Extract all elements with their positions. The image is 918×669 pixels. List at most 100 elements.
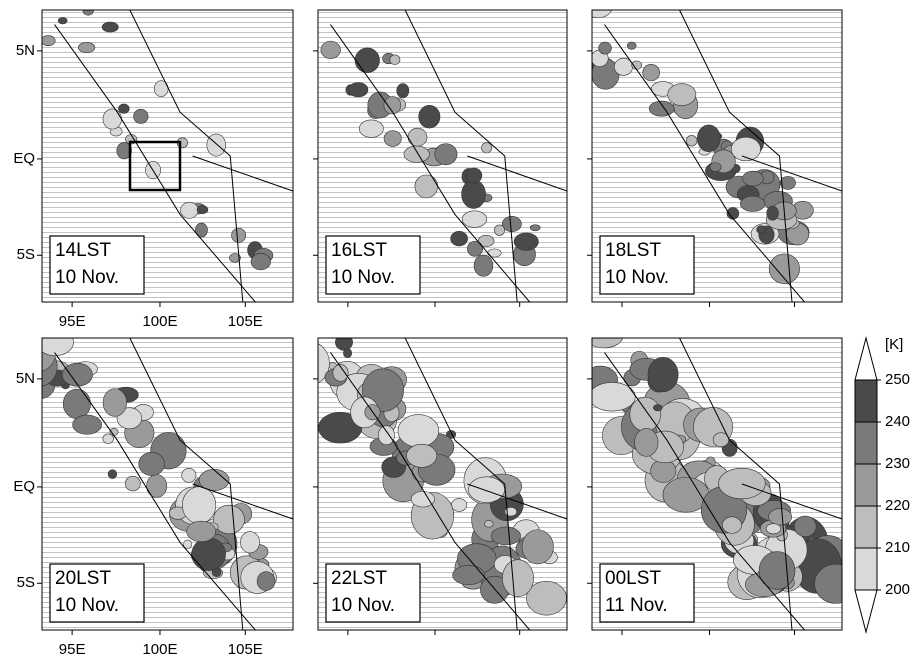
x-tick-label: 105E xyxy=(228,641,263,658)
colorbar-extend-bottom xyxy=(855,590,877,632)
cloud xyxy=(686,135,697,146)
cloud xyxy=(384,131,401,147)
colorbar-band xyxy=(855,506,877,548)
colorbar-band xyxy=(855,464,877,506)
cloud xyxy=(63,389,90,419)
cloud xyxy=(304,4,314,10)
x-tick-label: 100E xyxy=(142,641,177,658)
cloud xyxy=(41,36,55,46)
cloud xyxy=(462,180,486,209)
cloud xyxy=(585,324,623,348)
cloud xyxy=(232,228,246,242)
cloud xyxy=(378,426,394,445)
colorbar-tick-label: 220 xyxy=(885,497,910,514)
cloud xyxy=(192,538,226,571)
cloud xyxy=(467,241,482,256)
cloud xyxy=(584,0,612,18)
cloud xyxy=(187,521,216,542)
cloud xyxy=(630,397,661,431)
cloud xyxy=(62,363,92,386)
cloud xyxy=(390,55,400,65)
x-tick-label: 95E xyxy=(59,641,86,658)
cloud xyxy=(102,22,118,32)
cloud xyxy=(710,163,721,172)
figure: 95E100E105E5NEQ5S14LST10 Nov.16LST10 Nov… xyxy=(0,0,918,664)
cloud xyxy=(494,225,504,236)
cloud xyxy=(257,572,275,591)
cloud xyxy=(484,520,493,527)
cloud xyxy=(408,128,427,146)
cloud xyxy=(468,477,504,503)
cloud xyxy=(33,0,41,3)
cloud xyxy=(103,109,122,129)
cloud xyxy=(290,349,319,369)
cloud xyxy=(466,168,482,183)
panel-date: 10 Nov. xyxy=(331,595,395,616)
cloud xyxy=(491,527,520,545)
panel-date: 10 Nov. xyxy=(331,267,395,288)
cloud xyxy=(83,6,94,16)
cloud xyxy=(435,144,457,165)
cloud xyxy=(488,249,502,257)
colorbar-tick-label: 230 xyxy=(885,455,910,472)
colorbar-band xyxy=(855,548,877,590)
colorbar-band xyxy=(855,422,877,464)
cloud xyxy=(419,105,440,128)
cloud xyxy=(321,41,341,58)
panel-date: 10 Nov. xyxy=(55,595,119,616)
cloud xyxy=(815,564,858,603)
cloud xyxy=(359,120,383,138)
cloud xyxy=(108,470,117,479)
cloud xyxy=(125,476,140,491)
panel-time: 18LST xyxy=(605,240,661,261)
cloud xyxy=(722,517,741,533)
cloud xyxy=(335,334,352,350)
y-tick-label: 5N xyxy=(16,370,35,387)
cloud xyxy=(514,233,538,250)
cloud xyxy=(462,211,487,228)
cloud xyxy=(213,505,244,534)
cloud xyxy=(182,468,196,482)
cloud xyxy=(526,581,566,615)
cloud xyxy=(406,444,436,467)
colorbar-tick-label: 210 xyxy=(885,539,910,556)
x-tick-label: 95E xyxy=(59,313,86,330)
cloud xyxy=(635,428,659,456)
colorbar-tick-label: 200 xyxy=(885,581,910,598)
cloud xyxy=(451,499,466,512)
cloud xyxy=(502,560,533,597)
cloud xyxy=(766,524,781,534)
cloud xyxy=(355,48,379,73)
panel-date: 11 Nov. xyxy=(605,595,668,616)
colorbar-extend-top xyxy=(855,338,877,380)
cloud xyxy=(103,389,127,417)
cloud xyxy=(451,231,468,246)
cloud xyxy=(648,357,678,391)
colorbar-tick-label: 240 xyxy=(885,413,910,430)
colorbar-tick-label: 250 xyxy=(885,371,910,388)
cloud xyxy=(653,405,662,411)
cloud xyxy=(78,42,95,52)
cloud xyxy=(769,509,792,526)
x-tick-label: 100E xyxy=(142,313,177,330)
cloud xyxy=(743,171,764,186)
colorbar-unit: [K] xyxy=(885,336,903,353)
y-tick-label: 5N xyxy=(16,42,35,59)
cloud xyxy=(767,206,779,220)
cloud xyxy=(697,125,720,152)
cloud xyxy=(794,516,816,537)
cloud xyxy=(740,196,765,211)
cloud xyxy=(134,109,149,123)
y-tick-label: 5S xyxy=(17,246,35,263)
x-tick-label: 105E xyxy=(228,313,263,330)
cloud xyxy=(240,532,259,553)
cloud xyxy=(627,42,636,49)
cloud xyxy=(139,452,165,475)
map xyxy=(1,315,293,630)
cloud xyxy=(73,415,102,434)
cloud xyxy=(599,42,612,54)
y-tick-label: EQ xyxy=(13,478,35,495)
cloud xyxy=(668,84,696,106)
cloud xyxy=(147,475,167,498)
cloud xyxy=(649,101,674,116)
